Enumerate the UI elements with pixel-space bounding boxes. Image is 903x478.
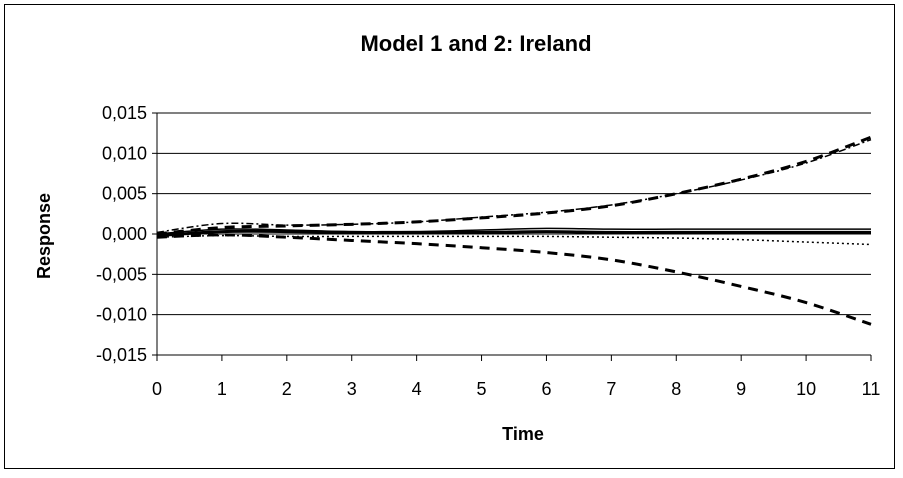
y-tick-label-1: 0,010	[102, 143, 147, 163]
series-line-dot-lower	[156, 234, 872, 246]
series-line-dash-upper	[156, 135, 872, 236]
gridlines	[157, 112, 871, 356]
y-tick-label-3: 0,000	[102, 224, 147, 244]
x-tick-label-2: 2	[282, 379, 292, 399]
x-axis-label: Time	[502, 424, 544, 444]
series-line-dash-lower	[156, 233, 872, 326]
y-tick-label-6: -0,015	[96, 345, 147, 365]
x-tick-label-7: 7	[606, 379, 616, 399]
y-tick-label-4: -0,005	[96, 264, 147, 284]
x-tick-label-5: 5	[477, 379, 487, 399]
y-tick-label-0: 0,015	[102, 103, 147, 123]
x-tick-label-10: 10	[796, 379, 816, 399]
series-line-solid-thick	[156, 229, 871, 238]
y-tick-label-2: 0,005	[102, 184, 147, 204]
chart-title: Model 1 and 2: Ireland	[360, 31, 591, 56]
x-tick-label-6: 6	[541, 379, 551, 399]
x-tick-label-4: 4	[412, 379, 422, 399]
x-tick-label-1: 1	[217, 379, 227, 399]
series-lines	[156, 135, 872, 326]
x-tick-label-11: 11	[862, 379, 881, 399]
x-tick-label-8: 8	[671, 379, 681, 399]
y-axis-label: Response	[34, 193, 54, 279]
x-tick-label-0: 0	[152, 379, 162, 399]
x-tick-label-9: 9	[736, 379, 746, 399]
series-line-dashdot-upper	[156, 138, 872, 234]
x-tick-label-3: 3	[347, 379, 357, 399]
y-tick-label-5: -0,010	[96, 305, 147, 325]
chart-frame	[4, 4, 895, 469]
series-line-solid-thin	[156, 227, 871, 235]
